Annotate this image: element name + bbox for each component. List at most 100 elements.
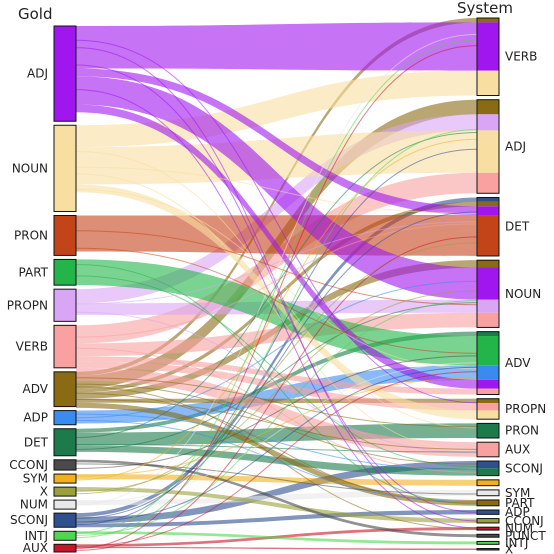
system-segment-sconj — [477, 509, 499, 515]
system-node-part — [476, 499, 500, 507]
flow-pron-to-det — [76, 215, 477, 256]
node-layer: ADJNOUNPRONPARTPROPNVERBADVADPDETCCONJSY… — [7, 17, 546, 554]
gold-label-cconj: CCONJ — [9, 458, 48, 472]
thin-flow-det-to-noun — [75, 302, 478, 450]
flow-sym-to-blank — [76, 474, 477, 486]
system-node-outline — [476, 499, 500, 507]
system-segment-aux — [477, 548, 499, 550]
system-node-outline — [476, 196, 500, 257]
system-segment-adp — [477, 365, 499, 380]
gold-node-verb — [53, 324, 77, 369]
system-segment-aux — [477, 527, 499, 531]
system-node-outline — [476, 479, 500, 487]
flow-intj-to-intj — [76, 531, 477, 545]
gold-node-adj — [53, 25, 77, 122]
gold-node-pron — [53, 215, 77, 256]
thin-flow-adj-to-propn — [75, 39, 478, 404]
flow-x-to-cconj — [76, 487, 477, 523]
system-segment-det — [477, 468, 499, 476]
system-segment-det — [477, 331, 499, 337]
flow-propn-to-adj — [76, 114, 477, 304]
system-segment-noun — [477, 130, 499, 173]
system-label-adv: ADV — [505, 356, 531, 370]
thin-flow-propn-to-aux — [75, 311, 478, 454]
system-node-blank — [476, 479, 500, 487]
thin-flow-part-to-part — [75, 264, 478, 505]
system-segment-adj — [477, 206, 499, 216]
flow-sconj-to-adp — [76, 509, 477, 528]
gold-label-x: X — [40, 485, 48, 499]
gold-label-adp: ADP — [23, 411, 48, 425]
thin-flow-intj-to-noun — [75, 300, 478, 536]
flow-cconj-to-punct — [76, 459, 477, 538]
system-node-outline — [476, 331, 500, 396]
thin-flow-sym-to-adv — [75, 377, 478, 477]
flow-adj-to-noun — [76, 76, 477, 300]
system-label-pron: PRON — [505, 424, 539, 438]
flow-noun-to-propn — [76, 184, 477, 420]
system-segment-adv — [477, 201, 499, 207]
thin-flow-cconj-to-sym — [75, 463, 478, 495]
system-label-num: NUM — [505, 522, 533, 536]
flow-verb-to-adv — [76, 356, 477, 395]
thin-flow-noun-to-det — [75, 166, 478, 214]
system-label-adj: ADJ — [505, 139, 526, 153]
system-node-outline — [476, 489, 500, 497]
gold-label-adj: ADJ — [27, 67, 48, 81]
left-header: Gold — [18, 5, 53, 23]
system-segment-sconj — [477, 197, 499, 202]
gold-label-num: NUM — [20, 498, 48, 512]
thin-flow-adv-to-sconj — [75, 383, 478, 465]
thin-flow-sconj-to-adv — [75, 366, 478, 523]
system-segment-sconj — [477, 461, 499, 469]
thin-flow-aux-to-verb — [75, 45, 478, 549]
gold-node-cconj — [53, 459, 77, 471]
system-label-punct: PUNCT — [505, 529, 546, 543]
system-node-outline — [476, 509, 500, 515]
gold-label-adv: ADV — [23, 382, 49, 396]
system-node-sconj — [476, 460, 500, 477]
thin-flow-adp-to-part — [75, 419, 478, 503]
system-node-cconj — [476, 518, 500, 524]
flow-noun-to-adj — [76, 130, 477, 185]
thin-flow-pron-to-adv — [75, 247, 478, 354]
system-label-adp: ADP — [505, 505, 530, 519]
system-node-outline — [476, 526, 500, 531]
system-node-outline — [476, 441, 500, 458]
thin-flow-propn-to-det — [75, 221, 478, 305]
system-node-x — [476, 548, 500, 551]
thin-flow-adp-to-sconj — [75, 413, 478, 471]
system-label-intj: INTJ — [505, 536, 528, 550]
system-segment-verb — [477, 172, 499, 194]
system-label-sconj: SCONJ — [505, 461, 543, 475]
gold-label-sconj: SCONJ — [10, 513, 48, 527]
thin-flow-intj-to-adj — [75, 129, 478, 539]
system-segment-cconj — [477, 534, 499, 538]
thin-flow-noun-to-aux — [75, 173, 478, 452]
gold-node-noun — [53, 124, 77, 213]
gold-node-intj — [53, 530, 77, 541]
system-segment-det — [477, 423, 499, 438]
system-node-punct — [476, 533, 500, 538]
system-segment-propn — [477, 114, 499, 131]
system-label-part: PART — [505, 496, 535, 510]
system-node-adp — [476, 509, 500, 515]
thin-flow-adp-to-noun — [75, 280, 478, 419]
system-node-propn — [476, 398, 500, 420]
thin-flow-sconj-to-det — [75, 211, 478, 519]
system-segment-adv — [477, 398, 499, 404]
gold-node-propn — [53, 288, 77, 322]
thin-flow-verb-to-sconj — [75, 347, 478, 473]
flow-adj-to-det — [76, 68, 477, 216]
gold-node-sym — [53, 473, 77, 484]
gold-node-part — [53, 258, 77, 286]
gold-label-aux: AUX — [23, 541, 48, 554]
system-segment-noun — [477, 410, 499, 420]
system-segment-verb — [477, 388, 499, 395]
system-label-aux: AUX — [505, 443, 530, 457]
thin-flow-aux-to-det — [75, 236, 478, 551]
system-node-outline — [476, 540, 500, 545]
system-segment-adj — [477, 22, 499, 71]
system-node-outline — [476, 398, 500, 420]
